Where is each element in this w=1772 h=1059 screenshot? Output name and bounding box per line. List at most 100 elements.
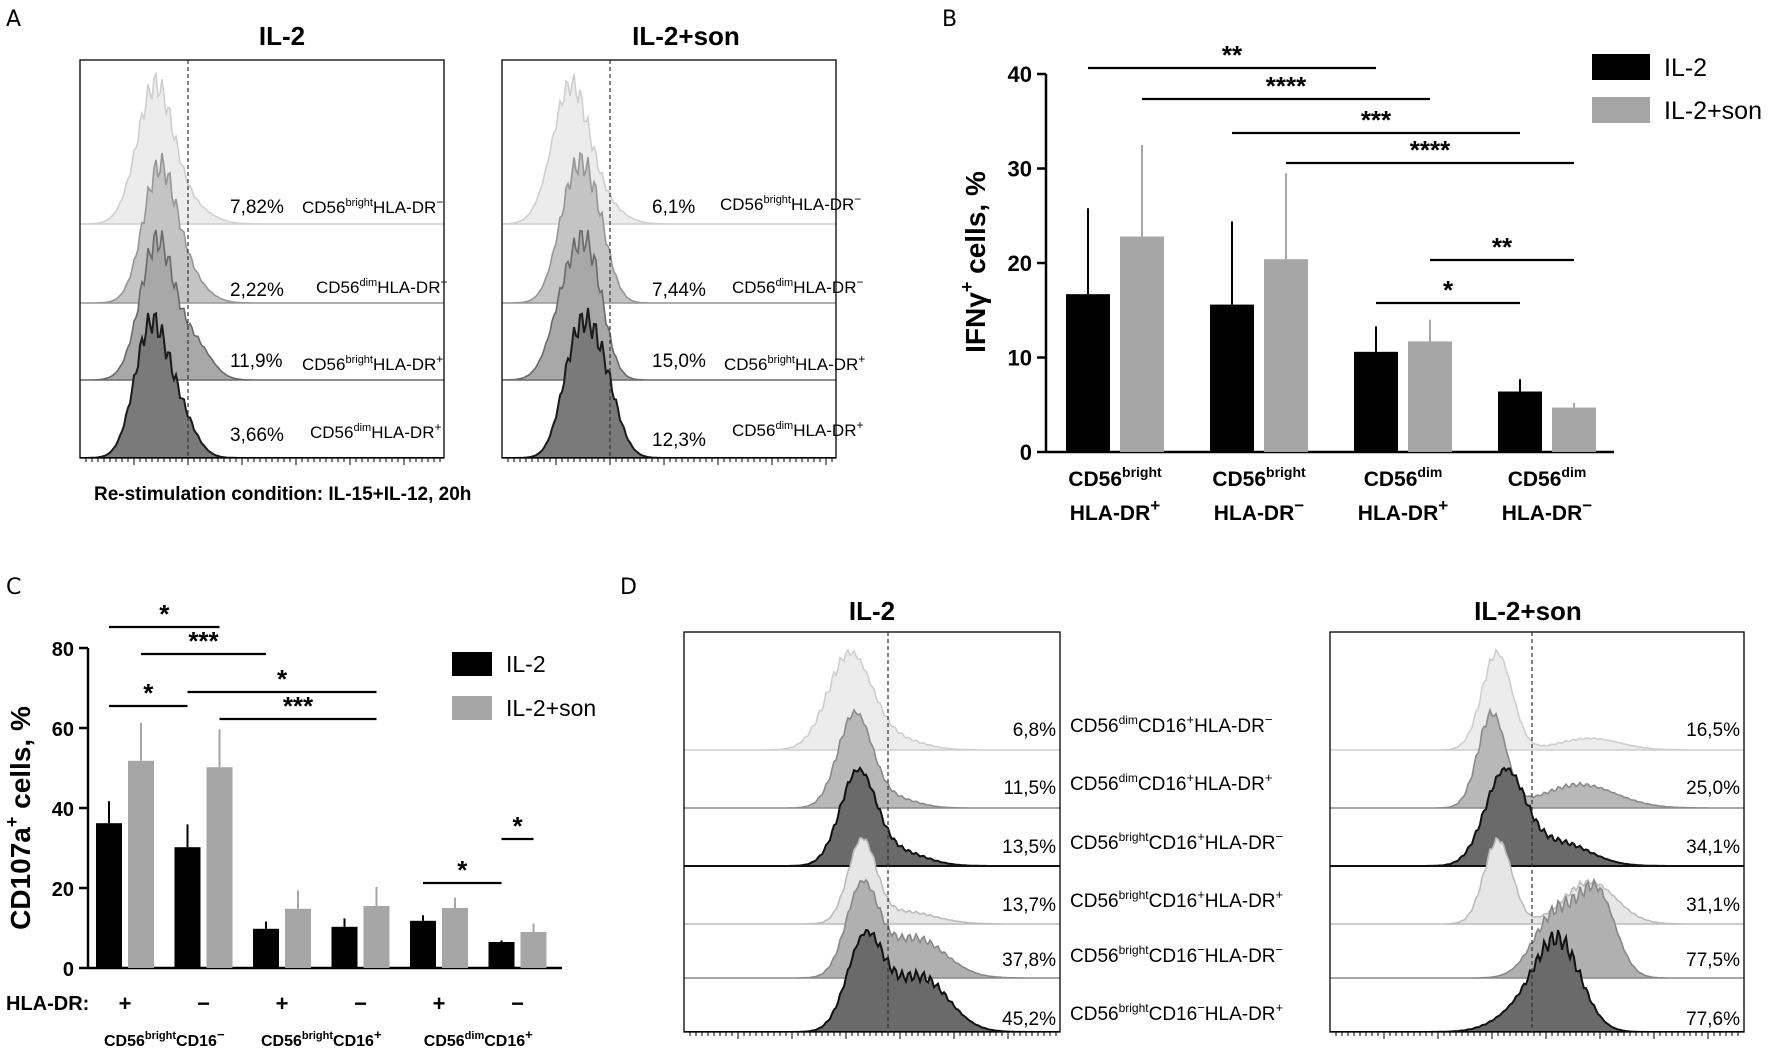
panel-d-left-pct: 6,8%: [1013, 720, 1056, 741]
histogram-curve: [684, 837, 1060, 925]
histogram-curve: [684, 766, 1060, 867]
bar-il2: [1498, 391, 1542, 452]
panel-a-right-histograms: [502, 73, 836, 458]
hla-dr-sign: +: [276, 991, 289, 1016]
y-tick-label: 0: [1020, 440, 1032, 465]
bar-il2-son: [285, 908, 311, 968]
panel-a-right-pct: 7,44%: [652, 280, 706, 301]
panel-a-right-population: CD56dimHLA-DR+: [732, 418, 864, 440]
panel-a-left-pct: 2,22%: [230, 280, 284, 301]
histogram-curve: [80, 229, 444, 381]
histogram-curve: [502, 307, 836, 458]
group-label: CD56brightCD16+: [261, 1027, 382, 1050]
panel-a-left-population: CD56dimHLA-DR−: [316, 275, 448, 297]
category-label: HLA-DR+: [1358, 496, 1448, 525]
panel-d-left-pct: 45,2%: [1002, 1009, 1056, 1030]
legend-label: IL-2: [1664, 54, 1707, 82]
histogram-curve: [684, 708, 1060, 809]
significance-label: *: [512, 811, 523, 841]
y-tick-label: 40: [1008, 62, 1032, 87]
panel-d-right-pct: 31,1%: [1686, 895, 1740, 916]
panel-a-left-frame: [79, 59, 445, 459]
bar-il2-son: [363, 906, 390, 968]
category-label: CD56dim: [1508, 464, 1587, 491]
bar-il2: [1210, 304, 1254, 452]
panel-d-title-right: IL-2+son: [1474, 596, 1582, 626]
panel-d-right-histograms: [1330, 648, 1744, 1032]
bar-il2-son: [206, 767, 233, 968]
panel-label-b: B: [942, 7, 957, 32]
group-label: CD56brightCD16−: [104, 1027, 225, 1050]
bar-il2-son: [1408, 341, 1452, 452]
panel-a-left-pct: 11,9%: [230, 351, 283, 372]
bar-il2: [1066, 294, 1110, 452]
significance-label: *: [457, 855, 468, 885]
category-label: HLA-DR+: [1070, 496, 1160, 525]
category-label: CD56dim: [1364, 464, 1443, 491]
panel-a-title-right: IL-2+son: [632, 21, 740, 51]
panel-a-right-population: CD56dimHLA-DR−: [732, 275, 864, 297]
panel-a-right-population: CD56brightHLA-DR−: [720, 192, 861, 214]
bar-il2: [488, 942, 515, 968]
legend-swatch-il2-son: [452, 696, 492, 720]
category-label: CD56bright: [1068, 464, 1162, 491]
panel-a-left-population: CD56brightHLA-DR+: [302, 352, 443, 374]
significance-label: ***: [283, 691, 314, 721]
category-label: HLA-DR−: [1214, 496, 1304, 525]
y-tick-label: 30: [1008, 157, 1032, 182]
histogram-curve: [1330, 648, 1744, 751]
panel-a-left-population: CD56brightHLA-DR−: [302, 195, 443, 217]
bar-il2-son: [1264, 259, 1308, 452]
panel-d-title-left: IL-2: [849, 596, 895, 626]
group-label: CD56dimCD16+: [424, 1027, 533, 1050]
panel-a-right-frame: [501, 59, 837, 459]
histogram-curve: [80, 311, 444, 458]
panel-d-population: CD56brightCD16+HLA-DR−: [1070, 829, 1283, 854]
panel-d-left-frame: [683, 631, 1061, 1033]
hla-dr-sign: −: [354, 991, 367, 1016]
significance-label: ****: [1266, 71, 1307, 101]
panel-a-left-pct: 7,82%: [230, 197, 284, 218]
legend-swatch-il2: [452, 652, 492, 676]
significance-label: **: [1492, 232, 1513, 262]
y-tick-label: 20: [1008, 251, 1032, 276]
panel-d-population: CD56dimCD16+HLA-DR−: [1070, 712, 1272, 737]
panel-d-population: CD56brightCD16+HLA-DR+: [1070, 887, 1283, 912]
significance-label: *: [1443, 275, 1454, 305]
y-tick-label: 40: [52, 799, 74, 821]
y-tick-label: 10: [1008, 346, 1032, 371]
legend-label: IL-2+son: [1664, 97, 1762, 125]
bar-il2: [174, 847, 201, 968]
y-tick-label: 0: [63, 959, 74, 981]
significance-label: ***: [188, 626, 219, 656]
histogram-curve: [684, 648, 1060, 751]
bar-il2: [253, 928, 279, 968]
panel-d-right-pct: 16,5%: [1686, 720, 1740, 741]
panel-label-d: D: [620, 575, 637, 600]
hla-dr-sign: −: [197, 991, 210, 1016]
panel-a-right-population: CD56brightHLA-DR+: [724, 352, 865, 374]
bar-il2: [410, 920, 436, 968]
legend-label: IL-2: [506, 651, 546, 677]
panel-d-left-pct: 13,5%: [1002, 837, 1056, 858]
bar-il2: [1354, 351, 1398, 452]
legend-swatch-il2-son: [1592, 97, 1650, 123]
bar-il2: [331, 926, 358, 968]
significance-label: *: [159, 599, 170, 629]
bar-il2: [96, 823, 122, 968]
hla-dr-sign: +: [433, 991, 446, 1016]
bar-il2-son: [520, 932, 547, 968]
panel-a-caption: Re-stimulation condition: IL-15+IL-12, 2…: [94, 484, 471, 505]
panel-a-right-pct: 12,3%: [652, 430, 706, 451]
hla-dr-row-label: HLA-DR:: [6, 993, 89, 1015]
y-axis-label: CD107a+ cells, %: [2, 706, 36, 930]
panel-a-left-histograms: [80, 71, 444, 458]
bar-il2-son: [1120, 236, 1164, 452]
panel-label-a: A: [6, 7, 21, 32]
hla-dr-sign: +: [119, 991, 132, 1016]
y-tick-label: 60: [52, 719, 74, 741]
panel-d-right-pct: 77,5%: [1686, 950, 1740, 971]
panel-d-population: CD56brightCD16−HLA-DR−: [1070, 942, 1283, 967]
panel-d-population: CD56brightCD16−HLA-DR+: [1070, 1000, 1283, 1025]
